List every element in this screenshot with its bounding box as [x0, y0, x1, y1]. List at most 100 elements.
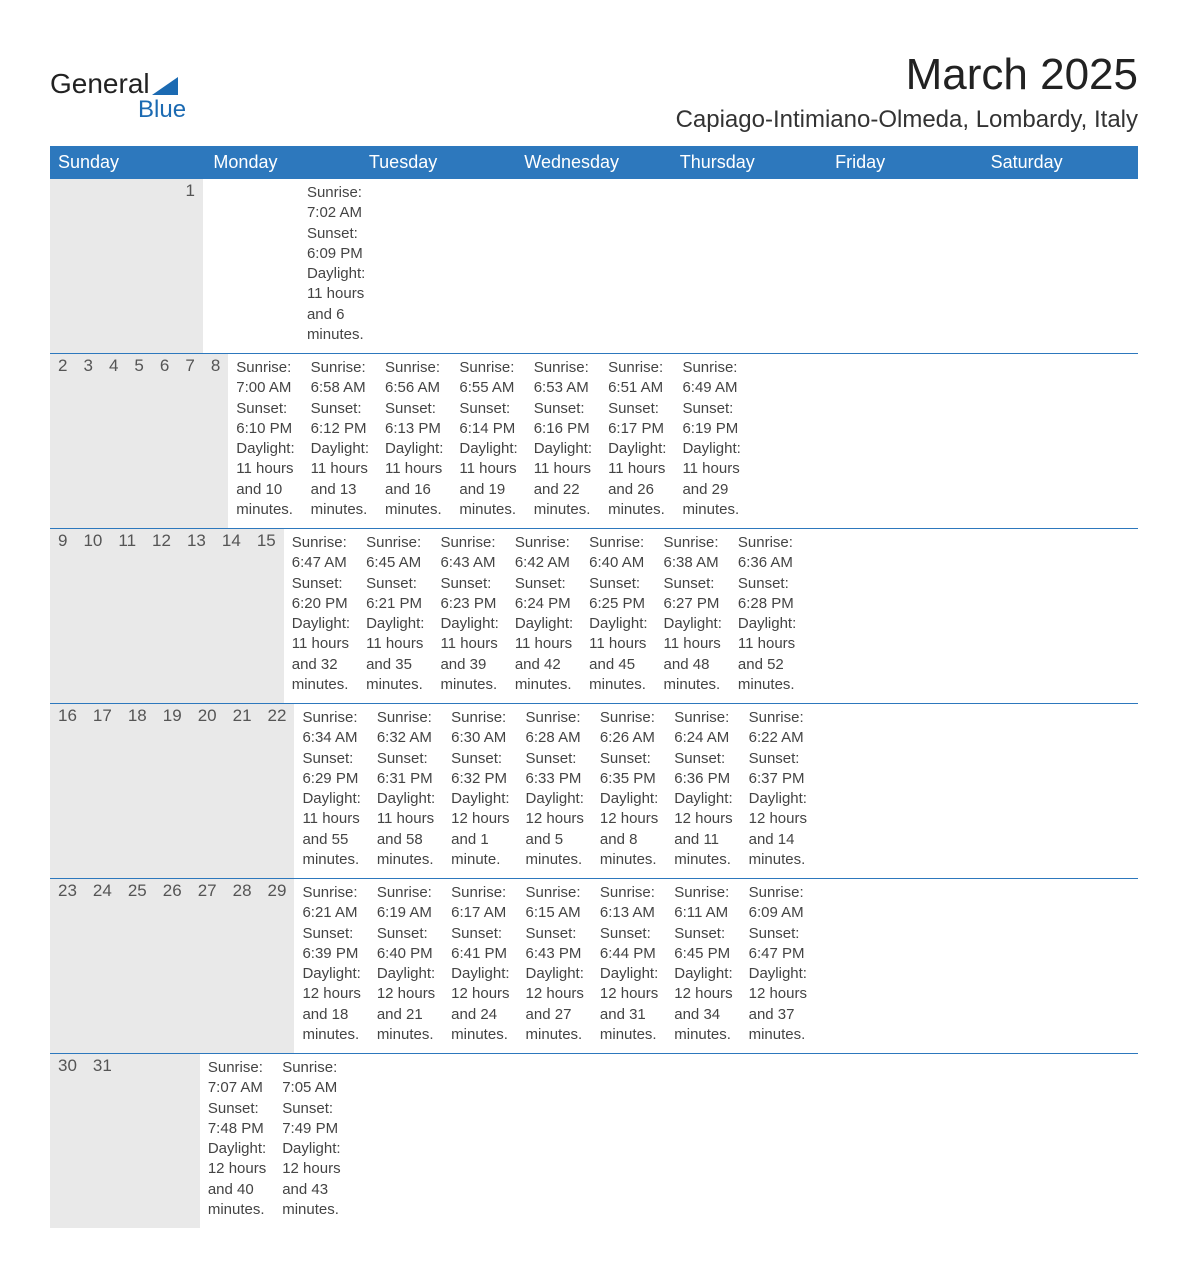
day-cell: Sunrise: 6:53 AMSunset: 6:16 PMDaylight:… [526, 354, 600, 528]
week: 9101112131415Sunrise: 6:47 AMSunset: 6:2… [50, 529, 1138, 704]
day-cell: Sunrise: 6:21 AMSunset: 6:39 PMDaylight:… [294, 879, 368, 1053]
sunrise-text: Sunrise: 6:43 AM [440, 533, 498, 574]
day-cell: Sunrise: 6:49 AMSunset: 6:19 PMDaylight:… [674, 354, 748, 528]
day-cell [349, 1054, 365, 1228]
day-number: 20 [190, 704, 225, 878]
day-cell [413, 1054, 429, 1228]
day-number: 26 [155, 879, 190, 1053]
day-number: 6 [152, 354, 177, 528]
sunrise-text: Sunrise: 6:24 AM [674, 708, 732, 749]
day-cell: Sunrise: 7:00 AMSunset: 6:10 PMDaylight:… [228, 354, 302, 528]
daylight-text: Daylight: 11 hours and 58 minutes. [377, 789, 435, 870]
day-cell: Sunrise: 6:34 AMSunset: 6:29 PMDaylight:… [294, 704, 368, 878]
day-number: 10 [75, 529, 110, 703]
week: 23242526272829Sunrise: 6:21 AMSunset: 6:… [50, 879, 1138, 1054]
sunrise-text: Sunrise: 6:55 AM [459, 358, 517, 399]
day-number [92, 179, 113, 353]
sunrise-text: Sunrise: 6:36 AM [738, 533, 796, 574]
day-cell: Sunrise: 6:38 AMSunset: 6:27 PMDaylight:… [656, 529, 730, 703]
sunrise-text: Sunrise: 6:28 AM [526, 708, 584, 749]
sunrise-text: Sunrise: 6:49 AM [682, 358, 740, 399]
sunrise-text: Sunrise: 6:26 AM [600, 708, 658, 749]
sunrise-text: Sunrise: 6:34 AM [302, 708, 360, 749]
daylight-text: Daylight: 12 hours and 1 minute. [451, 789, 509, 870]
sunset-text: Sunset: 6:35 PM [600, 749, 658, 790]
day-number [120, 1054, 136, 1228]
sunrise-text: Sunrise: 6:42 AM [515, 533, 573, 574]
day-number [136, 1054, 152, 1228]
day-cell [365, 1054, 381, 1228]
sunrise-text: Sunrise: 7:05 AM [282, 1058, 340, 1099]
day-cell: Sunrise: 6:22 AMSunset: 6:37 PMDaylight:… [741, 704, 815, 878]
sunset-text: Sunset: 6:24 PM [515, 574, 573, 615]
day-number: 31 [85, 1054, 120, 1228]
daylight-text: Daylight: 11 hours and 35 minutes. [366, 614, 424, 695]
day-number: 15 [249, 529, 284, 703]
day-header-cell: Thursday [672, 146, 827, 179]
daynum-row: 9101112131415 [50, 529, 284, 703]
daylight-text: Daylight: 11 hours and 10 minutes. [236, 439, 294, 520]
daylight-text: Daylight: 11 hours and 6 minutes. [307, 264, 365, 345]
day-header-cell: Sunday [50, 146, 205, 179]
day-header-cell: Tuesday [361, 146, 516, 179]
daylight-text: Daylight: 12 hours and 11 minutes. [674, 789, 732, 870]
day-number: 29 [260, 879, 295, 1053]
day-cell: Sunrise: 6:58 AMSunset: 6:12 PMDaylight:… [303, 354, 377, 528]
logo-text-1: General [50, 68, 150, 100]
content-row: Sunrise: 7:00 AMSunset: 6:10 PMDaylight:… [228, 354, 749, 528]
sunset-text: Sunset: 6:47 PM [749, 924, 807, 965]
daylight-text: Daylight: 12 hours and 43 minutes. [282, 1139, 340, 1220]
daylight-text: Daylight: 12 hours and 18 minutes. [302, 964, 360, 1045]
day-cell: Sunrise: 7:02 AMSunset: 6:09 PMDaylight:… [299, 179, 373, 353]
sunset-text: Sunset: 6:44 PM [600, 924, 658, 965]
day-header-cell: Monday [205, 146, 360, 179]
daynum-row: 3031 [50, 1054, 200, 1228]
daylight-text: Daylight: 11 hours and 13 minutes. [311, 439, 369, 520]
day-cell: Sunrise: 6:51 AMSunset: 6:17 PMDaylight:… [600, 354, 674, 528]
sunrise-text: Sunrise: 6:15 AM [526, 883, 584, 924]
day-cell: Sunrise: 6:13 AMSunset: 6:44 PMDaylight:… [592, 879, 666, 1053]
sunrise-text: Sunrise: 6:22 AM [749, 708, 807, 749]
day-cell: Sunrise: 6:42 AMSunset: 6:24 PMDaylight:… [507, 529, 581, 703]
sunrise-text: Sunrise: 7:07 AM [208, 1058, 266, 1099]
daylight-text: Daylight: 11 hours and 19 minutes. [459, 439, 517, 520]
day-number: 22 [260, 704, 295, 878]
sunset-text: Sunset: 6:41 PM [451, 924, 509, 965]
sunset-text: Sunset: 6:10 PM [236, 399, 294, 440]
daylight-text: Daylight: 12 hours and 27 minutes. [526, 964, 584, 1045]
day-cell: Sunrise: 6:36 AMSunset: 6:28 PMDaylight:… [730, 529, 804, 703]
day-cell: Sunrise: 6:11 AMSunset: 6:45 PMDaylight:… [666, 879, 740, 1053]
sunset-text: Sunset: 6:43 PM [526, 924, 584, 965]
daylight-text: Daylight: 12 hours and 34 minutes. [674, 964, 732, 1045]
day-number [114, 179, 135, 353]
sunset-text: Sunset: 6:29 PM [302, 749, 360, 790]
logo: General Blue [50, 50, 186, 124]
day-number [184, 1054, 200, 1228]
sunrise-text: Sunrise: 6:13 AM [600, 883, 658, 924]
content-row: Sunrise: 6:34 AMSunset: 6:29 PM Daylight:… [294, 704, 815, 878]
day-cell [203, 179, 219, 353]
sunset-text: Sunset: 6:25 PM [589, 574, 647, 615]
day-number: 12 [144, 529, 179, 703]
sunrise-text: Sunrise: 6:56 AM [385, 358, 443, 399]
daynum-row: 23242526272829 [50, 879, 294, 1053]
day-header-cell: Friday [827, 146, 982, 179]
sunset-text: Sunset: 6:40 PM [377, 924, 435, 965]
content-row: Sunrise: 6:21 AMSunset: 6:39 PMDaylight:… [294, 879, 815, 1053]
sunset-text: Sunset: 6:32 PM [451, 749, 509, 790]
day-number: 16 [50, 704, 85, 878]
sunset-text: Sunset: 6:09 PM [307, 224, 365, 265]
sunset-text: Sunset: 6:12 PM [311, 399, 369, 440]
daylight-text: Daylight: 12 hours and 5 minutes. [526, 789, 584, 870]
day-cell: Sunrise: 6:19 AMSunset: 6:40 PMDaylight:… [369, 879, 443, 1053]
day-number: 28 [225, 879, 260, 1053]
sunrise-text: Sunrise: 6:21 AM [302, 883, 360, 924]
day-header-cell: Wednesday [516, 146, 671, 179]
day-number: 9 [50, 529, 75, 703]
day-cell: Sunrise: 6:56 AMSunset: 6:13 PMDaylight:… [377, 354, 451, 528]
sunrise-text: Sunrise: 6:09 AM [749, 883, 807, 924]
daylight-text: Daylight: 11 hours and 52 minutes. [738, 614, 796, 695]
day-number [152, 1054, 168, 1228]
day-number: 25 [120, 879, 155, 1053]
sunrise-text: Sunrise: 6:11 AM [674, 883, 732, 924]
